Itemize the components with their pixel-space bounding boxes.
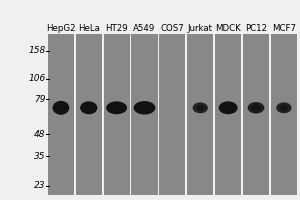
Ellipse shape [138, 104, 151, 112]
Bar [243, 34, 269, 195]
Text: 35: 35 [34, 152, 46, 161]
Bar [131, 34, 158, 195]
Ellipse shape [276, 102, 292, 113]
Ellipse shape [52, 101, 69, 115]
Bar [159, 34, 185, 195]
Bar [271, 34, 297, 195]
Ellipse shape [84, 104, 94, 112]
Text: COS7: COS7 [160, 24, 184, 33]
Bar [215, 34, 241, 195]
Bar [187, 34, 213, 195]
Text: 48: 48 [34, 130, 46, 139]
Bar [48, 34, 74, 195]
Text: 158: 158 [28, 46, 46, 55]
Text: PC12: PC12 [245, 24, 267, 33]
Text: Jurkat: Jurkat [188, 24, 213, 33]
Text: 79: 79 [34, 95, 46, 104]
Ellipse shape [134, 101, 155, 115]
Ellipse shape [251, 104, 261, 111]
Text: 23: 23 [34, 181, 46, 190]
Ellipse shape [86, 106, 92, 110]
Text: HeLa: HeLa [78, 24, 100, 33]
Ellipse shape [225, 106, 231, 110]
Ellipse shape [254, 106, 259, 110]
Ellipse shape [113, 106, 120, 110]
Text: A549: A549 [134, 24, 156, 33]
Ellipse shape [279, 105, 289, 111]
Bar [76, 34, 102, 195]
Ellipse shape [219, 101, 238, 114]
Ellipse shape [80, 101, 98, 114]
Ellipse shape [58, 106, 63, 110]
Ellipse shape [196, 105, 205, 111]
Ellipse shape [56, 104, 66, 112]
Text: HepG2: HepG2 [46, 24, 76, 33]
Text: MDCK: MDCK [215, 24, 241, 33]
Ellipse shape [282, 106, 286, 109]
Bar [103, 34, 130, 195]
Ellipse shape [223, 104, 234, 112]
Ellipse shape [198, 106, 202, 109]
Ellipse shape [110, 104, 123, 112]
Ellipse shape [248, 102, 264, 114]
Ellipse shape [141, 106, 148, 110]
Text: MCF7: MCF7 [272, 24, 296, 33]
Ellipse shape [106, 101, 127, 114]
Text: 106: 106 [28, 74, 46, 83]
Ellipse shape [193, 102, 208, 113]
Text: HT29: HT29 [105, 24, 128, 33]
